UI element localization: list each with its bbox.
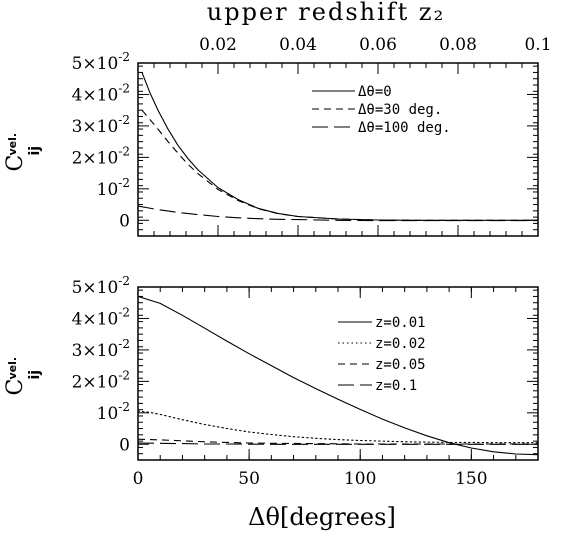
top-y-axis-label: C [3, 155, 28, 172]
bottom-y-tick-exponent: -2 [118, 400, 130, 414]
top-y-tick-exponent: -2 [118, 176, 130, 190]
bottom-series-2-line [138, 410, 538, 444]
top-y-tick-mantissa: 5×10 [72, 54, 119, 74]
bottom-legend-label-3: z=0.05 [375, 357, 426, 373]
bottom-y-tick-label: 5×10-2 [72, 274, 130, 298]
top-y-tick-exponent: -2 [118, 50, 130, 64]
bottom-plot-frame [137, 286, 539, 461]
top-y-tick-mantissa: 4×10 [72, 85, 119, 105]
top-y-tick-exponent: -2 [118, 144, 130, 158]
top-y-tick-label: 2×10-2 [72, 144, 130, 168]
bottom-y-tick-mantissa: 3×10 [72, 341, 119, 361]
top-axis-tick-label: 0.02 [199, 35, 237, 55]
bottom-y-axis-label: C [3, 379, 28, 396]
bottom-y-tick-exponent: -2 [118, 368, 130, 382]
top-y-tick-label: 0 [119, 211, 130, 231]
top-legend-label-2: Δθ=30 deg. [358, 102, 442, 118]
top-y-axis-label-sup: vel. [6, 133, 19, 156]
top-y-tick-mantissa: 3×10 [72, 117, 119, 137]
bottom-y-tick-exponent: -2 [118, 274, 130, 288]
bottom-y-tick-mantissa: 5×10 [72, 278, 119, 298]
top-series-2-line [141, 109, 538, 221]
top-plot-frame [137, 62, 539, 237]
bottom-series-1-line [138, 295, 538, 456]
top-y-tick-label: 3×10-2 [72, 113, 130, 137]
bottom-y-tick-label: 4×10-2 [72, 305, 130, 329]
bottom-y-tick-label: 3×10-2 [72, 337, 130, 361]
top-axis-tick-label: 0.04 [279, 35, 317, 55]
top-y-tick-exponent: -2 [118, 113, 130, 127]
bottom-y-tick-exponent: -2 [118, 305, 130, 319]
top-y-tick-mantissa: 0 [119, 211, 130, 231]
top-axis-tick-label: 0.1 [524, 35, 551, 55]
bottom-x-tick-label: 100 [344, 469, 376, 489]
bottom-legend-label-2: z=0.02 [375, 336, 426, 352]
top-series-3-line [138, 205, 538, 222]
top-axis-title: upper redshift z₂ [207, 0, 445, 26]
bottom-y-tick-mantissa: 4×10 [72, 309, 119, 329]
bottom-y-tick-label: 2×10-2 [72, 368, 130, 392]
bottom-y-tick-mantissa: 0 [119, 435, 130, 455]
bottom-y-tick-label: 10-2 [97, 400, 130, 424]
bottom-series-3-line [138, 438, 538, 445]
bottom-series-4-line [138, 442, 538, 445]
bottom-x-tick-label: 0 [133, 469, 144, 489]
top-axis-tick-label: 0.06 [359, 35, 397, 55]
bottom-x-tick-label: 50 [238, 469, 260, 489]
top-legend-label-3: Δθ=100 deg. [358, 120, 451, 136]
top-y-tick-label: 10-2 [97, 176, 130, 200]
top-y-tick-mantissa: 10 [97, 180, 119, 200]
bottom-legend-label-4: z=0.1 [375, 378, 417, 394]
top-y-tick-exponent: -2 [118, 81, 130, 95]
bottom-y-tick-mantissa: 10 [97, 404, 119, 424]
bottom-y-axis-label-sup: vel. [6, 357, 19, 380]
bottom-x-axis-label: Δθ[degrees] [248, 503, 396, 531]
bottom-y-tick-label: 0 [119, 435, 130, 455]
top-y-axis-label-sub: ij [27, 146, 43, 156]
top-legend-label-1: Δθ=0 [358, 84, 392, 100]
bottom-y-axis-label-sub: ij [27, 370, 43, 380]
bottom-legend-label-1: z=0.01 [375, 315, 426, 331]
bottom-y-tick-exponent: -2 [118, 337, 130, 351]
top-y-tick-mantissa: 2×10 [72, 148, 119, 168]
bottom-x-tick-label: 150 [455, 469, 487, 489]
top-y-tick-label: 5×10-2 [72, 50, 130, 74]
top-axis-title-text: upper redshift z₂ [207, 0, 445, 26]
top-series-1-line [141, 72, 538, 221]
top-y-tick-label: 4×10-2 [72, 81, 130, 105]
top-axis-tick-label: 0.08 [439, 35, 477, 55]
bottom-y-tick-mantissa: 2×10 [72, 372, 119, 392]
